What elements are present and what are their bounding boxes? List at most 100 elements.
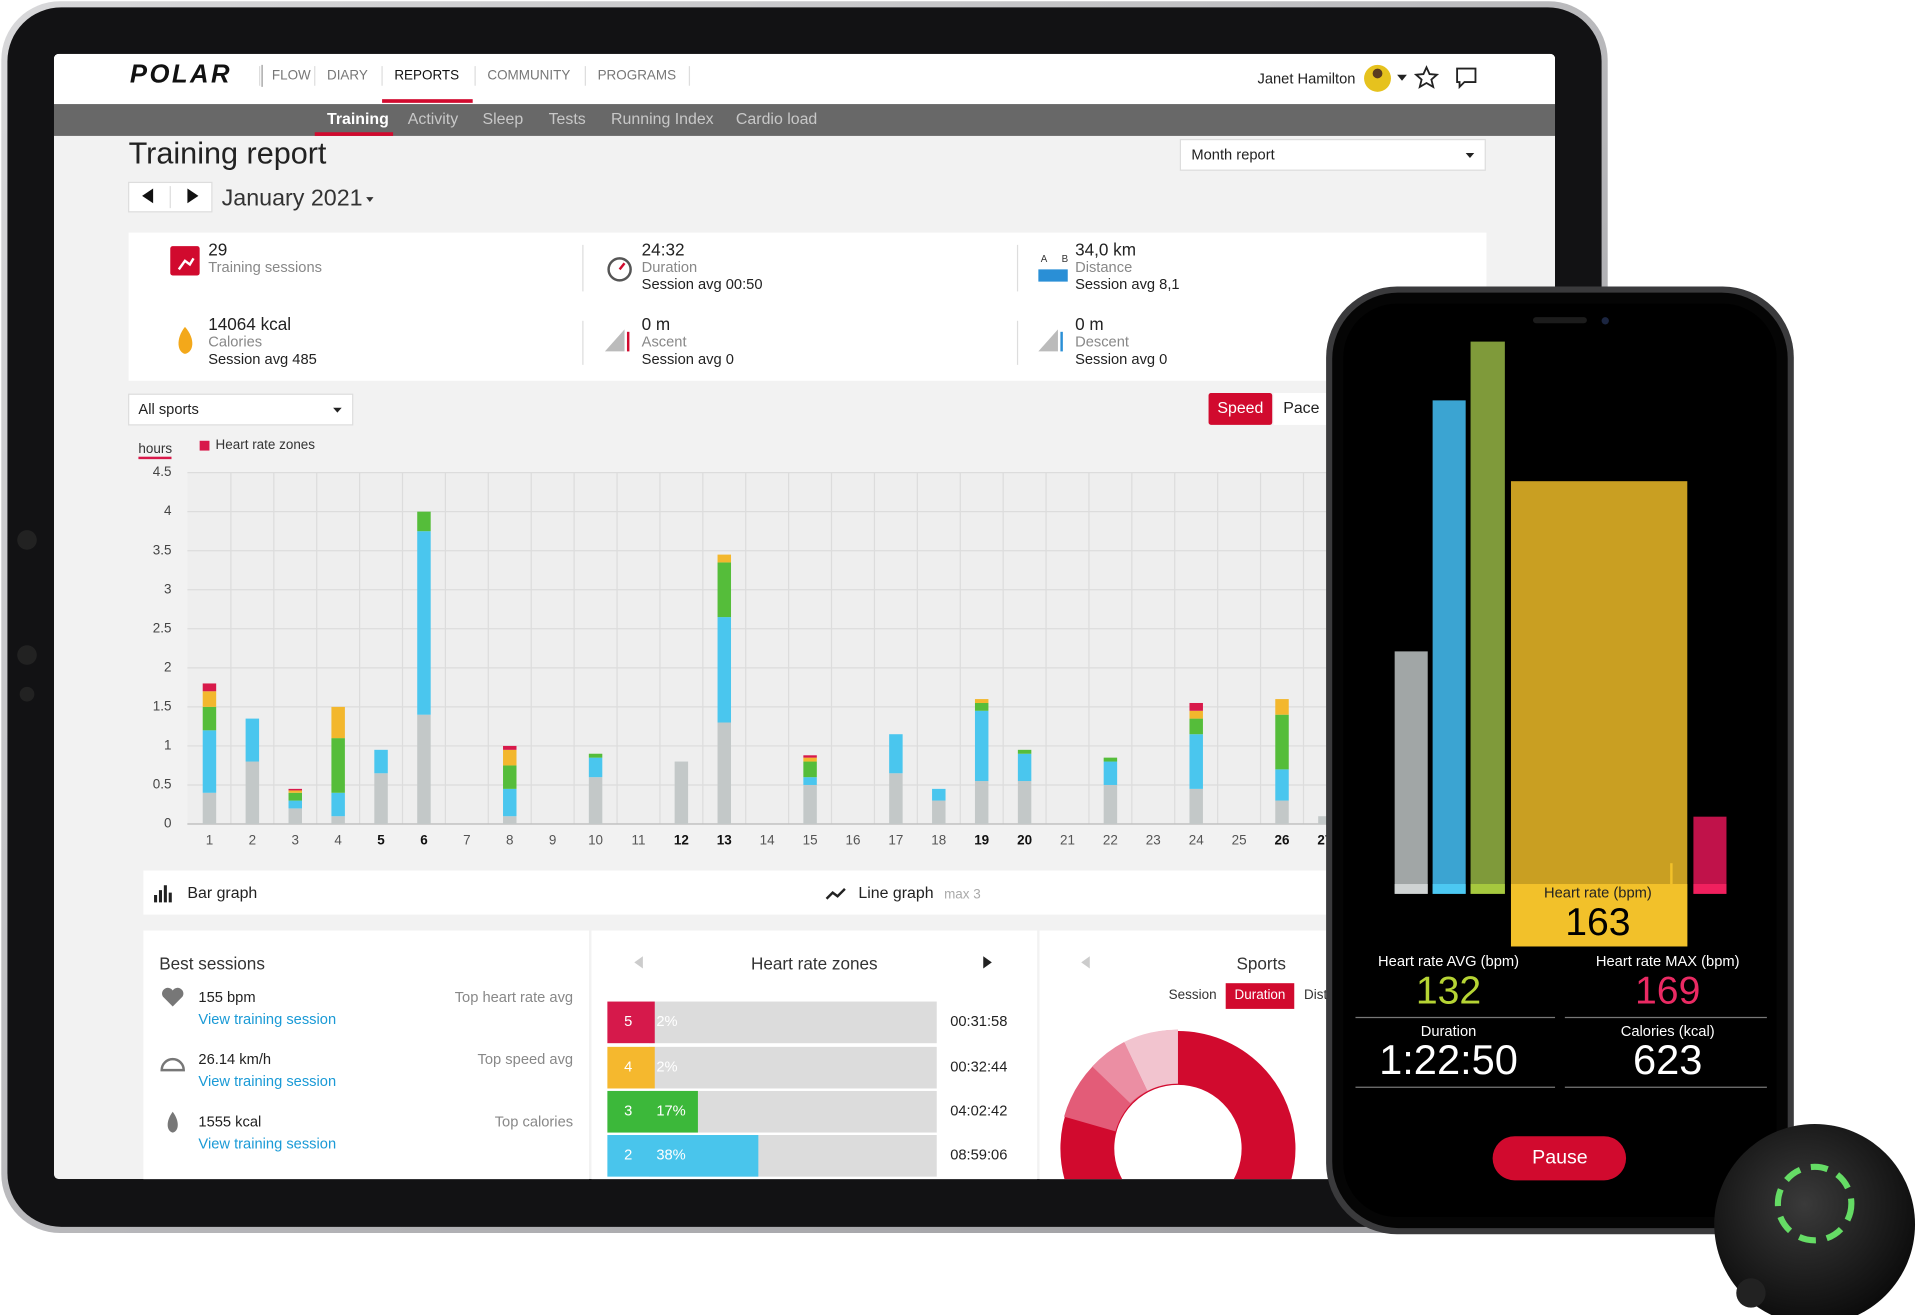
sub-nav-item[interactable]: Sleep	[482, 111, 523, 128]
bar-segment	[331, 738, 345, 793]
zone-number: 5	[624, 1014, 632, 1030]
sessions-icon-figure	[177, 257, 195, 271]
bar-segment	[288, 800, 302, 809]
pause-label[interactable]: Pause	[1532, 1146, 1588, 1168]
zone-bar	[1394, 651, 1428, 894]
x-tick-label: 10	[588, 833, 603, 848]
stat-avg: Session avg 485	[208, 352, 317, 368]
sub-nav-item[interactable]: Activity	[408, 111, 458, 128]
sports-tab[interactable]: Duration	[1235, 987, 1286, 1002]
bar-segment	[1017, 753, 1032, 782]
bar-segment	[245, 761, 260, 825]
speed-button[interactable]	[1208, 393, 1273, 425]
calories-value: 623	[1633, 1036, 1702, 1083]
messages-icon[interactable]	[1456, 67, 1477, 90]
sports-tab-active[interactable]	[1225, 983, 1295, 1009]
zones-prev[interactable]	[634, 956, 643, 969]
sports-prev[interactable]	[1081, 956, 1090, 969]
speed-icon	[160, 1057, 185, 1072]
sensor-button	[1736, 1278, 1766, 1308]
period-type[interactable]: Month report	[1191, 147, 1274, 163]
panels: 155 bpm View training session Top heart ra…	[198, 990, 1007, 1177]
x-tick-label: 7	[463, 833, 470, 848]
x-tick-label: 2	[249, 833, 256, 848]
session-link[interactable]: View training session	[198, 1137, 336, 1153]
period-dropdown[interactable]	[1179, 138, 1486, 171]
bar-segment	[1103, 757, 1118, 762]
pause-button[interactable]	[1492, 1136, 1627, 1181]
x-tick-label: 13	[717, 833, 732, 848]
legend-label: Heart rate zones	[216, 437, 316, 452]
session-link[interactable]: View training session	[198, 1074, 336, 1090]
line-graph-icon[interactable]	[825, 888, 846, 900]
session-value: 26.14 km/h	[198, 1052, 271, 1068]
stat-label: Calories	[208, 335, 262, 351]
stat-label: Duration	[642, 260, 698, 276]
zone-box	[607, 1001, 650, 1044]
user-name[interactable]: Janet Hamilton	[1258, 71, 1356, 87]
x-tick-label: 21	[1060, 833, 1075, 848]
sub-nav-item[interactable]: Training	[327, 111, 389, 128]
pace-button[interactable]	[1273, 393, 1335, 425]
phone-speaker	[1533, 317, 1587, 324]
stat-label: Descent	[1075, 335, 1129, 351]
line-graph-label[interactable]: Line graph	[858, 885, 933, 902]
max-label: Heart rate MAX (bpm)	[1596, 954, 1740, 970]
bar-segment	[803, 761, 817, 778]
zone-bar	[649, 1135, 759, 1177]
sub-nav-item[interactable]: Tests	[549, 111, 586, 128]
bar-segment	[932, 800, 946, 825]
pace-label[interactable]: Pace	[1283, 400, 1319, 417]
line-graph-note: max 3	[944, 887, 981, 902]
x-tick-label: 1	[206, 833, 213, 848]
sport-filter-label[interactable]: All sports	[138, 402, 198, 418]
bar-segment	[503, 765, 517, 789]
calories-icon	[178, 326, 193, 354]
x-tick-label: 18	[931, 833, 946, 848]
nav-item[interactable]: DIARY	[327, 67, 368, 82]
nav-item[interactable]: FLOW	[272, 67, 311, 82]
user-caret[interactable]	[1397, 74, 1407, 81]
flame-icon	[167, 1111, 178, 1133]
bar-segment	[803, 757, 817, 762]
period[interactable]: January 2021	[222, 185, 363, 211]
nav-item[interactable]: COMMUNITY	[487, 67, 570, 82]
favorites-icon[interactable]	[1413, 65, 1440, 89]
bar-segment	[717, 722, 732, 825]
sport-filter[interactable]	[128, 393, 354, 426]
zones-next[interactable]	[983, 956, 992, 969]
sub-nav-item[interactable]: Cardio load	[736, 111, 817, 128]
page-title: Training report	[129, 137, 327, 171]
bar-segment	[1318, 816, 1332, 825]
y-tick-label: 2	[164, 659, 171, 674]
zone-box	[607, 1090, 650, 1133]
bar-segment	[1275, 769, 1289, 801]
bar-segment	[202, 792, 217, 825]
y-tick-label: 4.5	[153, 464, 172, 479]
next-arrow[interactable]	[187, 188, 199, 204]
bar-segment	[889, 734, 903, 774]
nav-item[interactable]: PROGRAMS	[598, 67, 677, 82]
avatar-face	[1372, 68, 1383, 79]
y-tick-label: 1.5	[153, 698, 172, 713]
bar-segment	[331, 792, 345, 817]
prev-arrow[interactable]	[142, 188, 154, 204]
calories-label: Calories (kcal)	[1621, 1024, 1715, 1040]
stat-label: Distance	[1075, 260, 1132, 276]
session-link[interactable]: View training session	[198, 1012, 336, 1028]
x-tick-label: 16	[846, 833, 861, 848]
y-tick-label: 3	[164, 581, 171, 596]
bar-graph-label[interactable]: Bar graph	[187, 885, 257, 902]
speed-label[interactable]: Speed	[1217, 400, 1263, 417]
zones-title: Heart rate zones	[751, 953, 878, 973]
bar-segment	[417, 511, 431, 532]
bar-segment	[1017, 749, 1032, 754]
stat-value: 0 m	[642, 314, 671, 334]
sub-nav-item[interactable]: Running Index	[611, 111, 714, 128]
sports-tab[interactable]: Session	[1169, 987, 1217, 1002]
bar-graph-icon[interactable]	[154, 885, 172, 903]
nav-item[interactable]: REPORTS	[394, 67, 459, 82]
y-axis-label: hours	[138, 441, 172, 456]
stat-label: Ascent	[642, 335, 687, 351]
summary-panel	[128, 232, 1487, 381]
